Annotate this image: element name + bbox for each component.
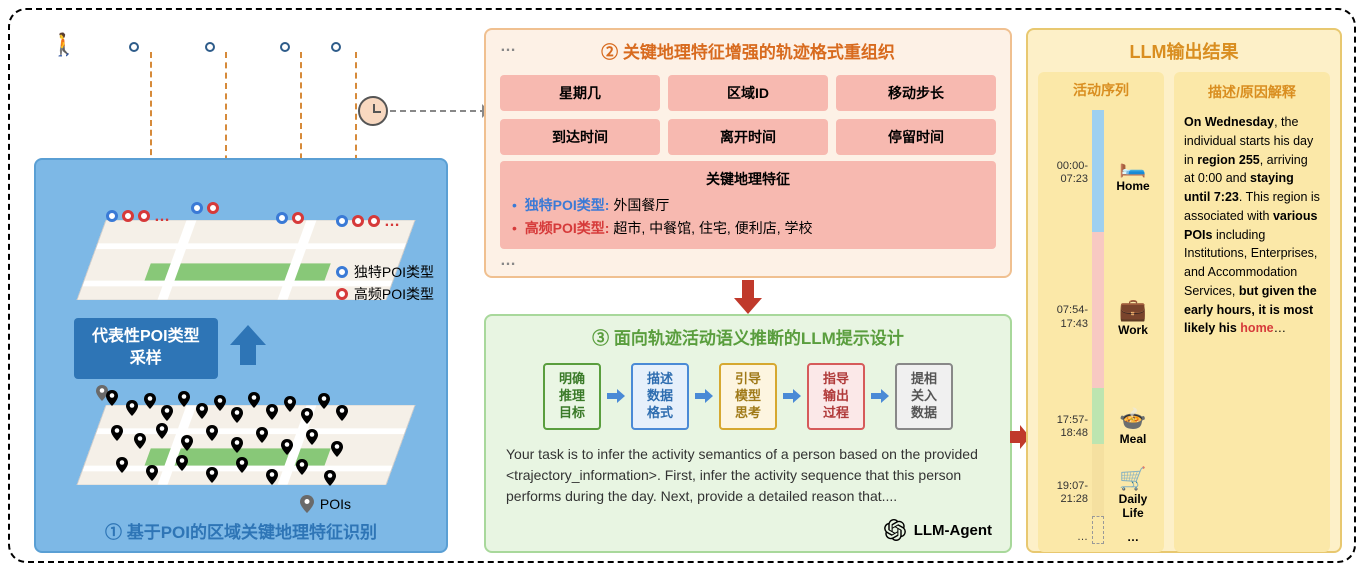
field-cell: 星期几 (500, 75, 660, 111)
panel-llm-output: LLM输出结果 活动序列 00:00- 07:2307:54- 17:4317:… (1026, 28, 1342, 553)
up-arrow-icon (226, 323, 270, 367)
legend-top: 独特POI类型 高频POI类型 (336, 260, 434, 306)
time-label: 17:57- 18:48 (1044, 414, 1088, 440)
panel-trajectory-format: … ② 关键地理特征增强的轨迹格式重组织 星期几 区域ID 移动步长 到达时间 … (484, 28, 1012, 278)
field-cell: 离开时间 (668, 119, 828, 155)
geo-features: 关键地理特征 • 独特POI类型: 外国餐厅 • 高频POI类型: 超市, 中餐… (500, 161, 996, 249)
clock-icon (358, 96, 388, 126)
field-grid: 星期几 区域ID 移动步长 到达时间 离开时间 停留时间 (500, 75, 996, 155)
arrow-icon (783, 389, 801, 403)
activity-label: 🛏️Home (1108, 153, 1158, 193)
activity-sequence: 活动序列 00:00- 07:2307:54- 17:4317:57- 18:4… (1038, 72, 1164, 552)
field-cell: 停留时间 (836, 119, 996, 155)
field-cell: 移动步长 (836, 75, 996, 111)
panel1-title: ① 基于POI的区域关键地理特征识别 (36, 518, 446, 543)
panel3-title: ③ 面向轨迹活动语义推断的LLM提示设计 (486, 324, 1010, 349)
legend-bottom: POIs (300, 495, 351, 513)
step-box: 明确 推理 目标 (543, 363, 601, 430)
time-label: 07:54- 17:43 (1044, 304, 1088, 330)
time-label: 00:00- 07:23 (1044, 160, 1088, 186)
panel4-title: LLM输出结果 (1028, 38, 1340, 64)
dashed-arrow (390, 110, 486, 112)
activity-label: 💼Work (1108, 297, 1158, 337)
prompt-text: Your task is to infer the activity seman… (506, 444, 990, 507)
activity-label: 🛒Daily Life (1108, 466, 1158, 520)
openai-icon (884, 519, 906, 541)
down-arrow-icon (734, 280, 762, 314)
step-box: 引导 模型 思考 (719, 363, 777, 430)
walker-icon: 🚶 (50, 32, 77, 57)
bed-icon: 🛏️ (1108, 153, 1158, 179)
prompt-flow: 明确 推理 目标 描述 数据 格式 引导 模型 思考 指导 输出 过程 提相 关… (496, 363, 1000, 430)
field-cell: 区域ID (668, 75, 828, 111)
activity-label: 🍲Meal (1108, 406, 1158, 446)
pins-svg (96, 385, 406, 525)
cart-icon: 🛒 (1108, 466, 1158, 492)
description-panel: 描述/原因解释 On Wednesday, the individual sta… (1174, 72, 1330, 552)
panel-poi-identification: … … 独特POI类型 高频POI类型 代表性POI类型 采样 /*pins r… (34, 158, 448, 553)
field-cell: 到达时间 (500, 119, 660, 155)
step-box: 描述 数据 格式 (631, 363, 689, 430)
panel-llm-prompt: ③ 面向轨迹活动语义推断的LLM提示设计 明确 推理 目标 描述 数据 格式 引… (484, 314, 1012, 553)
arrow-icon (695, 389, 713, 403)
llm-agent-label: LLM-Agent (884, 519, 992, 541)
description-text: On Wednesday, the individual starts his … (1184, 113, 1320, 338)
step-box: 指导 输出 过程 (807, 363, 865, 430)
meal-icon: 🍲 (1108, 406, 1158, 432)
arrow-icon (871, 389, 889, 403)
time-label: 19:07- 21:28 (1044, 480, 1088, 506)
arrow-icon (607, 389, 625, 403)
panel2-title: ② 关键地理特征增强的轨迹格式重组织 (486, 38, 1010, 63)
step-box: 提相 关入 数据 (895, 363, 953, 430)
work-icon: 💼 (1108, 297, 1158, 323)
sample-label: 代表性POI类型 采样 (74, 318, 218, 379)
pipeline-diagram: 🚶 … … 独特POI类型 高频POI类型 代表 (8, 8, 1356, 563)
